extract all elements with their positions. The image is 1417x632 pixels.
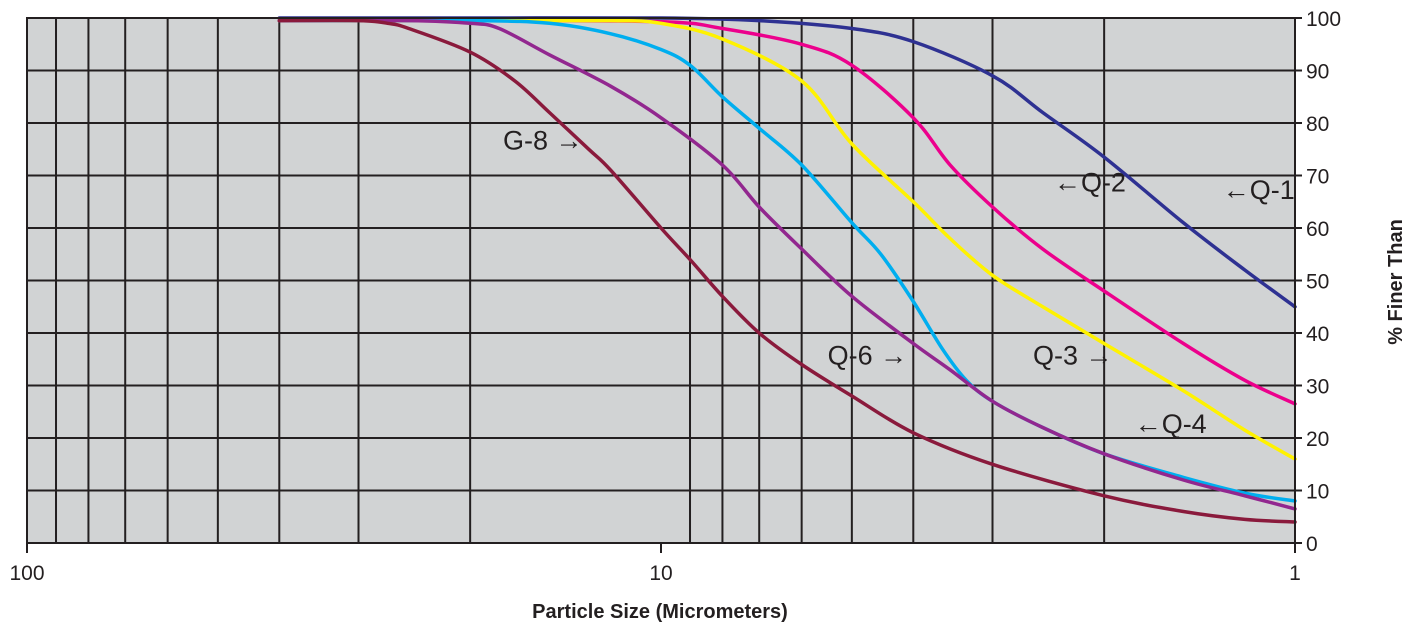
y-tick-label: 100 bbox=[1306, 8, 1341, 31]
y-tick-label: 30 bbox=[1306, 376, 1329, 399]
y-axis-title: % Finer Than bbox=[1385, 219, 1407, 345]
series-label-q-6: Q-6 → bbox=[828, 341, 908, 371]
y-tick-label: 50 bbox=[1306, 271, 1329, 294]
x-axis-title: Particle Size (Micrometers) bbox=[532, 601, 788, 623]
series-line-q-6 bbox=[277, 18, 1297, 511]
x-tick-label: 1 bbox=[1289, 562, 1301, 585]
series-line-q-3 bbox=[277, 18, 1297, 461]
series-label-g-8: G-8 → bbox=[503, 125, 583, 155]
series-labels: ←Q-1 ←Q-2 Q-3 → ←Q-4 Q-6 → G-8 → bbox=[503, 125, 1295, 439]
series-label-q-4: ←Q-4 bbox=[1135, 409, 1207, 439]
y-tick-label: 0 bbox=[1306, 533, 1318, 556]
series-label-q-1: ←Q-1 bbox=[1223, 175, 1295, 205]
y-tick-label: 20 bbox=[1306, 428, 1329, 451]
y-tick-label: 10 bbox=[1306, 481, 1329, 504]
y-tick-label: 70 bbox=[1306, 166, 1329, 189]
series-line-g-8 bbox=[277, 18, 1297, 524]
y-tick-label: 60 bbox=[1306, 218, 1329, 241]
y-tick-label: 40 bbox=[1306, 323, 1329, 346]
y-tick-label: 80 bbox=[1306, 113, 1329, 136]
axes: 100 10 10 10 20 30 40 50 60 70 80 90 100 bbox=[9, 8, 1341, 585]
series-label-q-2: ←Q-2 bbox=[1054, 167, 1126, 197]
x-tick-label: 10 bbox=[649, 562, 672, 585]
y-tick-label: 90 bbox=[1306, 61, 1329, 84]
series-label-q-3: Q-3 → bbox=[1033, 341, 1113, 371]
series-lines bbox=[277, 16, 1297, 524]
x-tick-label: 100 bbox=[9, 562, 44, 585]
